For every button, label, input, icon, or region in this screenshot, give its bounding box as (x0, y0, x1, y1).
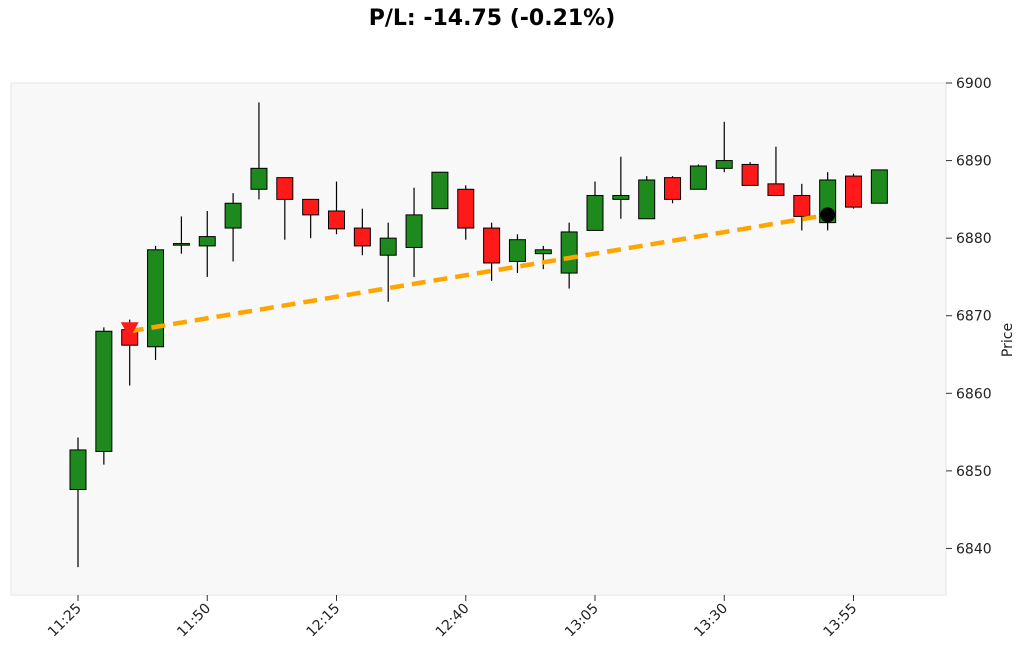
entry-marker-triangle (120, 322, 139, 339)
x-tick-label: 11:50 (174, 601, 214, 641)
candle-body-down (328, 210, 345, 230)
x-tick-label: 13:30 (691, 601, 731, 641)
candle-body-down (741, 163, 759, 186)
candle-body-down (302, 198, 320, 216)
y-axis-label: Price (1000, 323, 1016, 357)
candle-body-down (845, 175, 862, 208)
y-tick-label: 6900 (956, 76, 992, 92)
candle-body-up (534, 249, 552, 255)
candle-body-up (586, 194, 604, 231)
exit-marker-circle (820, 207, 836, 223)
plot-area (10, 82, 947, 596)
y-tick-label: 6860 (956, 386, 992, 402)
candle-body-up (224, 202, 242, 229)
chart-title: P/L: -14.75 (-0.21%) (368, 6, 616, 31)
candle-body-up (431, 171, 449, 210)
candle-body-up (715, 160, 733, 169)
candle-body-down (276, 177, 294, 200)
candle-body-up (508, 239, 526, 262)
x-tick-label: 13:55 (820, 601, 860, 641)
candle-body-up (560, 231, 578, 274)
candle-body-down (767, 183, 785, 196)
trade-line (129, 212, 829, 334)
candle-body-down (793, 194, 811, 217)
candle-body-up (638, 179, 656, 220)
y-axis: 6840 6850 6860 6870 6880 6890 6900 (946, 76, 992, 557)
x-tick-label: 12:40 (433, 601, 473, 641)
x-tick-label: 11:25 (45, 601, 85, 641)
candle-body-down (457, 188, 475, 229)
candle-body-up (172, 243, 190, 246)
y-tick-label: 6850 (956, 464, 992, 480)
y-tick-label: 6840 (956, 541, 992, 557)
candle-body-up (147, 249, 165, 348)
candle-body-up (198, 236, 216, 247)
x-tick-label: 12:15 (303, 601, 343, 641)
candle-body-up (689, 165, 707, 190)
candle-body-down (483, 227, 501, 264)
y-tick-label: 6890 (956, 154, 992, 170)
candle-body-up (69, 449, 87, 490)
x-tick-label: 13:05 (562, 601, 602, 641)
candle-body-up (870, 169, 888, 204)
y-tick-label: 6880 (956, 231, 992, 247)
candle-body-up (405, 214, 423, 248)
candle-body-up (612, 194, 630, 200)
candle-body-down (664, 177, 682, 200)
y-tick-label: 6870 (956, 309, 992, 325)
trade-overlay (120, 207, 836, 339)
candle-body-up (250, 167, 268, 190)
candles (69, 102, 888, 568)
x-axis: 11:25 11:50 12:15 12:40 13:05 13:30 13:55 (45, 595, 860, 640)
candle-body-up (379, 237, 397, 256)
candle-body-up (95, 330, 113, 452)
candle-body-down (353, 227, 371, 247)
